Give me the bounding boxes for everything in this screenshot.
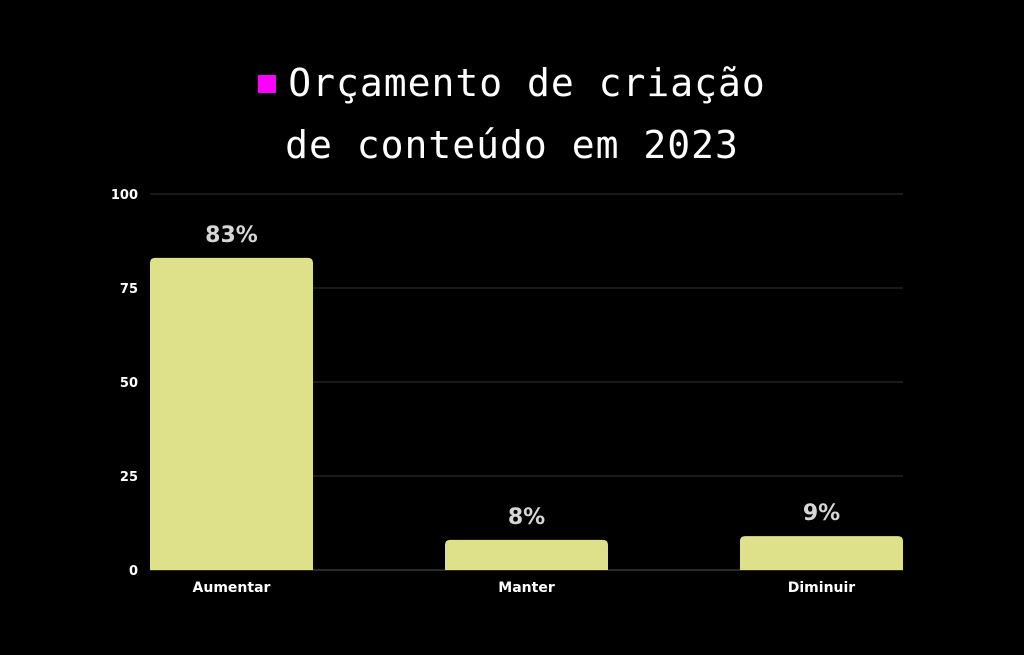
legend-swatch (258, 75, 277, 93)
y-tick-label: 50 (120, 376, 138, 391)
data-label: 9% (803, 501, 840, 526)
y-tick-label: 0 (129, 564, 138, 579)
y-tick-label: 75 (120, 282, 138, 297)
x-tick-label: Manter (498, 580, 555, 596)
bar (150, 257, 313, 570)
data-label: 8% (508, 505, 545, 530)
y-tick-label: 100 (111, 188, 138, 203)
data-label: 83% (205, 223, 258, 248)
title-line-1: Orçamento de criação (0, 52, 1024, 114)
bar (740, 536, 903, 570)
bar (445, 539, 608, 570)
bar-layer (150, 257, 903, 570)
title-line-2: de conteúdo em 2023 (285, 123, 739, 167)
y-tick-label: 25 (120, 470, 138, 485)
label-layer: 83% Aumentar 8% Manter 9% Diminuir (193, 223, 856, 596)
x-tick-label: Diminuir (788, 580, 856, 596)
chart-title: Orçamento de criação de conteúdo em 2023 (0, 52, 1024, 176)
title-text-1: Orçamento de criação (288, 61, 766, 105)
x-tick-label: Aumentar (193, 580, 271, 596)
